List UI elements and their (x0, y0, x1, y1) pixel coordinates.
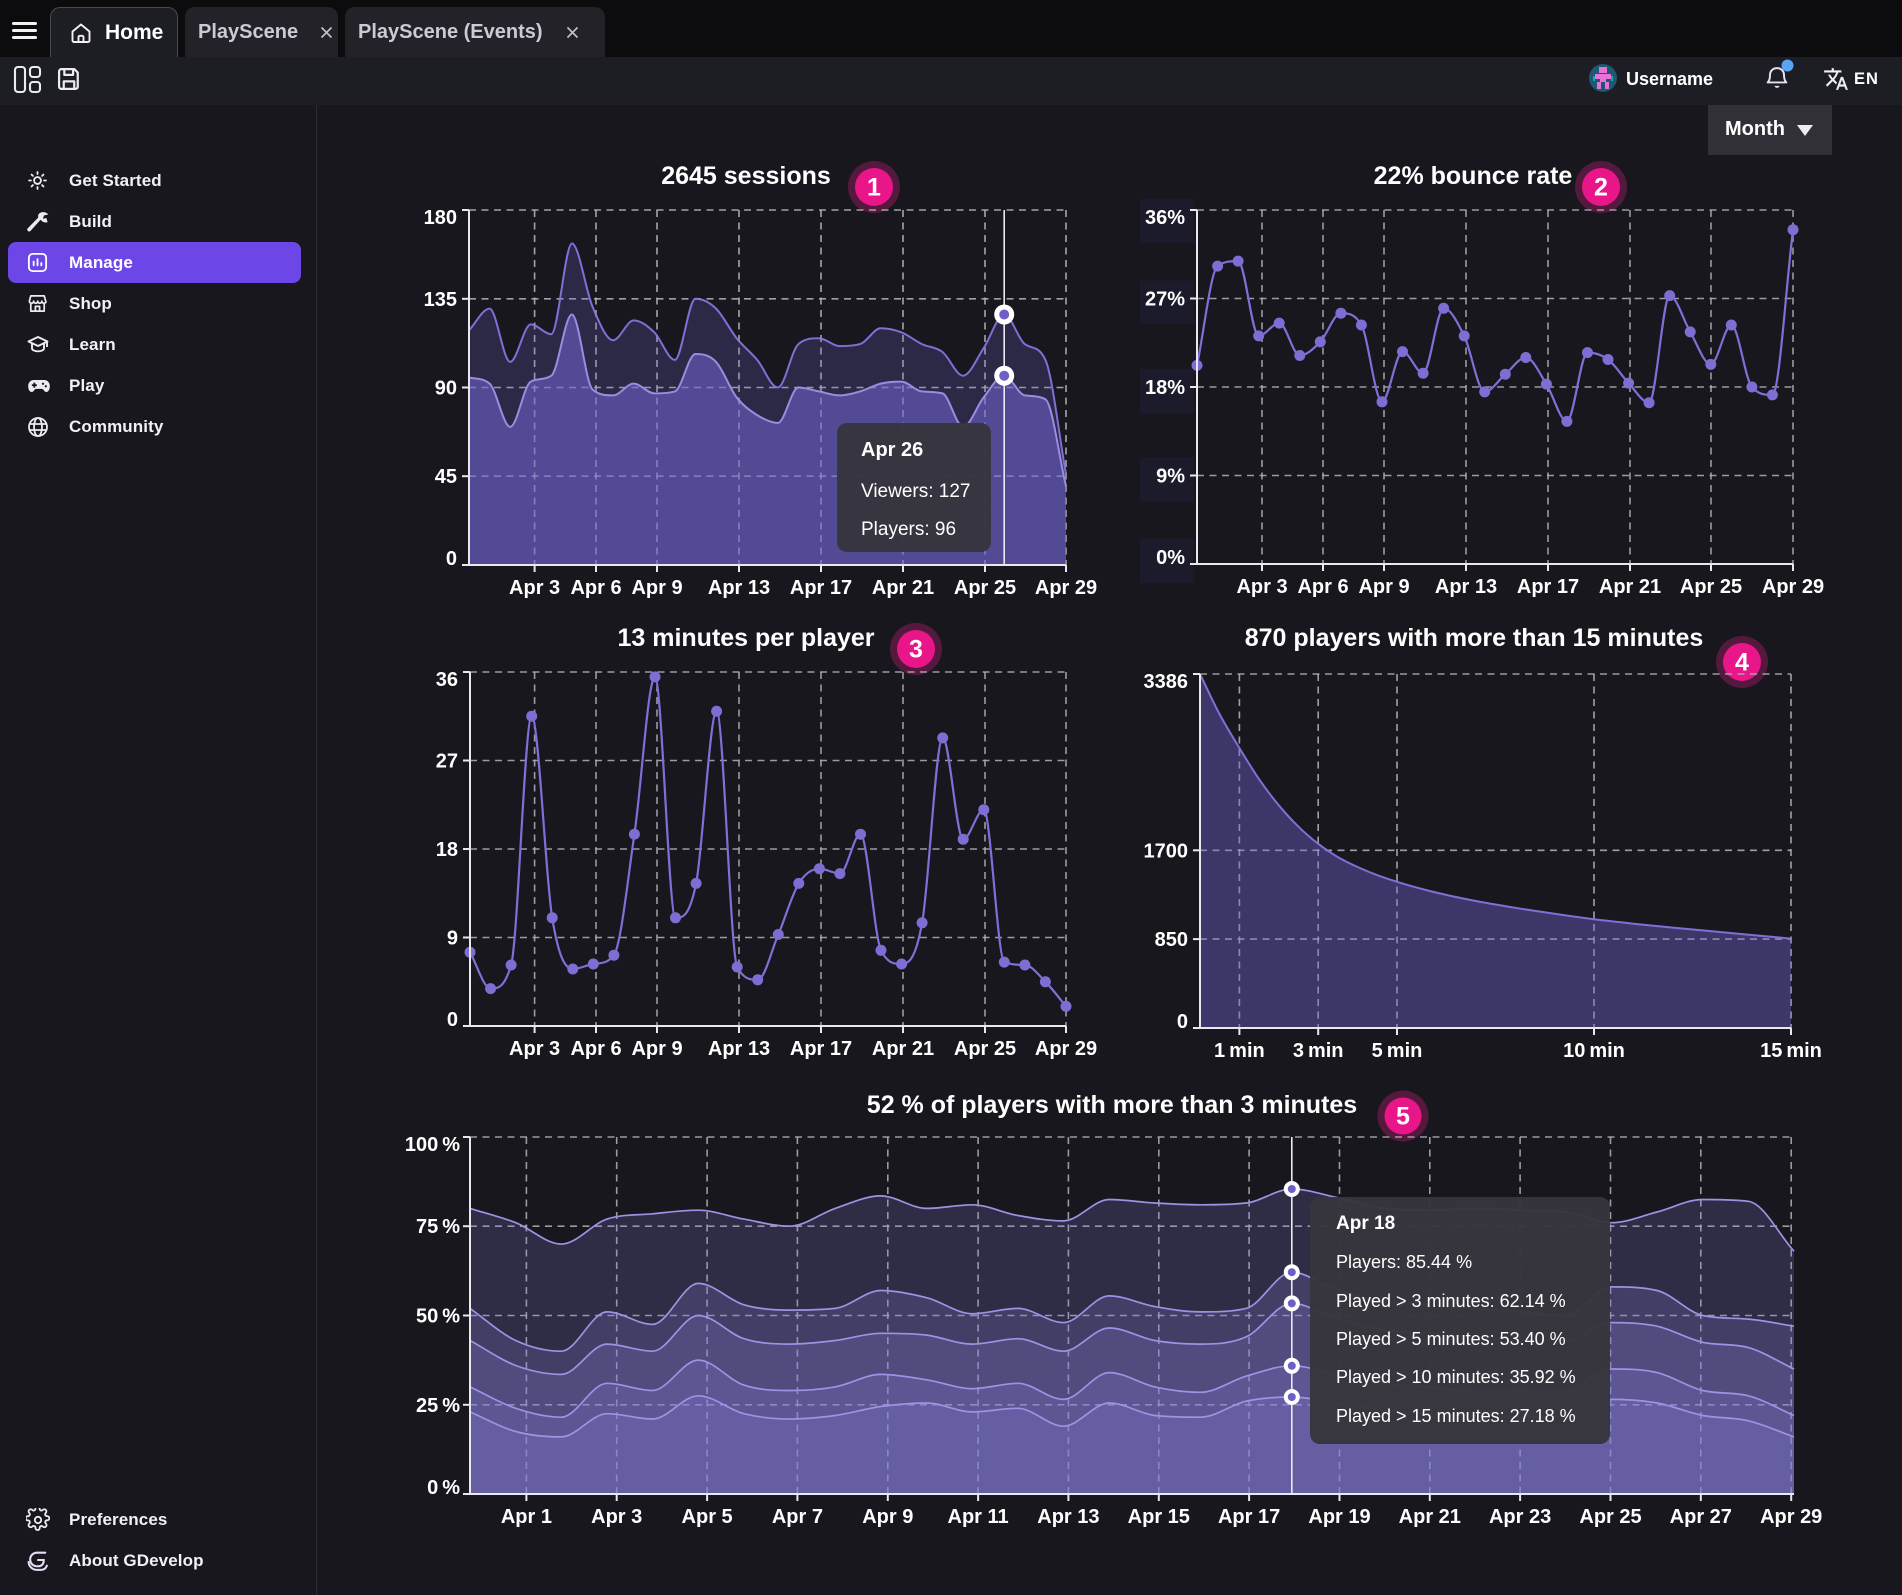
svg-text:Apr 9: Apr 9 (862, 1506, 913, 1528)
svg-text:Played > 10 minutes: 35.92 %: Played > 10 minutes: 35.92 % (1336, 1367, 1576, 1387)
svg-text:Apr 13: Apr 13 (1037, 1506, 1099, 1528)
svg-text:25 %: 25 % (416, 1395, 460, 1417)
svg-text:Apr 13: Apr 13 (708, 577, 770, 599)
svg-text:Apr 29: Apr 29 (1760, 1506, 1822, 1528)
svg-text:Apr 27: Apr 27 (1670, 1506, 1732, 1528)
svg-text:100 %: 100 % (405, 1134, 460, 1156)
svg-text:2645 sessions: 2645 sessions (661, 162, 831, 190)
svg-text:Apr 7: Apr 7 (772, 1506, 823, 1528)
svg-text:Apr 6: Apr 6 (570, 577, 621, 599)
svg-text:Apr 19: Apr 19 (1308, 1506, 1370, 1528)
svg-text:Apr 6: Apr 6 (570, 1038, 621, 1060)
svg-text:0%: 0% (1156, 547, 1185, 569)
svg-text:Apr 9: Apr 9 (631, 1038, 682, 1060)
svg-text:Apr 17: Apr 17 (1218, 1506, 1280, 1528)
svg-text:4: 4 (1735, 649, 1749, 677)
svg-text:50 %: 50 % (416, 1306, 460, 1328)
svg-text:Apr 3: Apr 3 (509, 577, 560, 599)
svg-text:45: 45 (435, 466, 457, 488)
svg-text:Apr 25: Apr 25 (1680, 576, 1742, 598)
svg-text:Apr 29: Apr 29 (1035, 577, 1097, 599)
svg-text:Viewers: 127: Viewers: 127 (861, 481, 971, 502)
svg-text:9: 9 (447, 928, 458, 950)
svg-text:Apr 3: Apr 3 (591, 1506, 642, 1528)
svg-text:18%: 18% (1145, 377, 1185, 399)
svg-text:Apr 21: Apr 21 (1399, 1506, 1461, 1528)
svg-text:2: 2 (1594, 174, 1608, 202)
svg-text:0 %: 0 % (427, 1477, 460, 1499)
svg-text:36%: 36% (1145, 207, 1185, 229)
svg-text:10 min: 10 min (1563, 1040, 1625, 1062)
svg-text:0: 0 (1177, 1011, 1188, 1033)
svg-text:36: 36 (436, 669, 458, 691)
svg-text:Apr 18: Apr 18 (1336, 1213, 1395, 1234)
svg-text:9%: 9% (1156, 466, 1185, 488)
svg-text:Players: 96: Players: 96 (861, 519, 956, 540)
svg-text:Apr 5: Apr 5 (682, 1506, 733, 1528)
svg-text:180: 180 (424, 207, 457, 229)
svg-text:850: 850 (1155, 929, 1188, 951)
svg-text:90: 90 (435, 378, 457, 400)
svg-text:0: 0 (447, 1009, 458, 1031)
svg-text:3386: 3386 (1144, 671, 1189, 693)
svg-text:Played > 5 minutes: 53.40 %: Played > 5 minutes: 53.40 % (1336, 1329, 1566, 1349)
svg-text:3: 3 (909, 636, 923, 664)
svg-text:52 % of players with more than: 52 % of players with more than 3 minutes (867, 1091, 1357, 1119)
svg-text:27%: 27% (1145, 289, 1185, 311)
svg-text:22% bounce rate: 22% bounce rate (1374, 162, 1573, 190)
svg-text:Apr 25: Apr 25 (954, 577, 1016, 599)
svg-text:1700: 1700 (1144, 840, 1189, 862)
svg-text:135: 135 (424, 289, 457, 311)
svg-text:5 min: 5 min (1372, 1040, 1423, 1062)
svg-text:Apr 3: Apr 3 (1236, 576, 1287, 598)
svg-text:3 min: 3 min (1293, 1040, 1344, 1062)
svg-text:Apr 1: Apr 1 (501, 1506, 552, 1528)
svg-text:5: 5 (1396, 1103, 1410, 1131)
svg-text:Played > 15 minutes: 27.18 %: Played > 15 minutes: 27.18 % (1336, 1406, 1576, 1426)
svg-text:Apr 21: Apr 21 (1599, 576, 1661, 598)
svg-text:Apr 11: Apr 11 (948, 1506, 1009, 1528)
svg-text:1: 1 (867, 174, 881, 202)
svg-text:Apr 6: Apr 6 (1297, 576, 1348, 598)
svg-text:Apr 15: Apr 15 (1128, 1506, 1190, 1528)
svg-text:Apr 9: Apr 9 (1358, 576, 1409, 598)
svg-text:Apr 13: Apr 13 (1435, 576, 1497, 598)
svg-text:Apr 29: Apr 29 (1035, 1038, 1097, 1060)
svg-text:13 minutes per player: 13 minutes per player (617, 624, 874, 652)
svg-text:Apr 29: Apr 29 (1762, 576, 1824, 598)
svg-text:Apr 17: Apr 17 (1517, 576, 1579, 598)
svg-text:0: 0 (446, 548, 457, 570)
svg-text:Apr 26: Apr 26 (861, 439, 923, 461)
svg-text:Apr 21: Apr 21 (872, 577, 934, 599)
svg-text:Played > 3 minutes: 62.14 %: Played > 3 minutes: 62.14 % (1336, 1291, 1566, 1311)
svg-text:Apr 25: Apr 25 (954, 1038, 1016, 1060)
svg-text:Apr 25: Apr 25 (1579, 1506, 1641, 1528)
svg-text:Apr 9: Apr 9 (631, 577, 682, 599)
svg-text:75 %: 75 % (416, 1216, 460, 1238)
svg-text:Apr 17: Apr 17 (790, 1038, 852, 1060)
svg-text:18: 18 (436, 839, 458, 861)
svg-text:Apr 3: Apr 3 (509, 1038, 560, 1060)
svg-text:Players: 85.44 %: Players: 85.44 % (1336, 1252, 1472, 1272)
svg-text:1 min: 1 min (1214, 1040, 1265, 1062)
svg-text:15 min: 15 min (1760, 1040, 1822, 1062)
svg-text:27: 27 (436, 751, 458, 773)
svg-text:Apr 17: Apr 17 (790, 577, 852, 599)
svg-text:870 players with more than 15: 870 players with more than 15 minutes (1245, 624, 1704, 652)
svg-text:Apr 13: Apr 13 (708, 1038, 770, 1060)
svg-text:Apr 21: Apr 21 (872, 1038, 934, 1060)
svg-text:Apr 23: Apr 23 (1489, 1506, 1551, 1528)
